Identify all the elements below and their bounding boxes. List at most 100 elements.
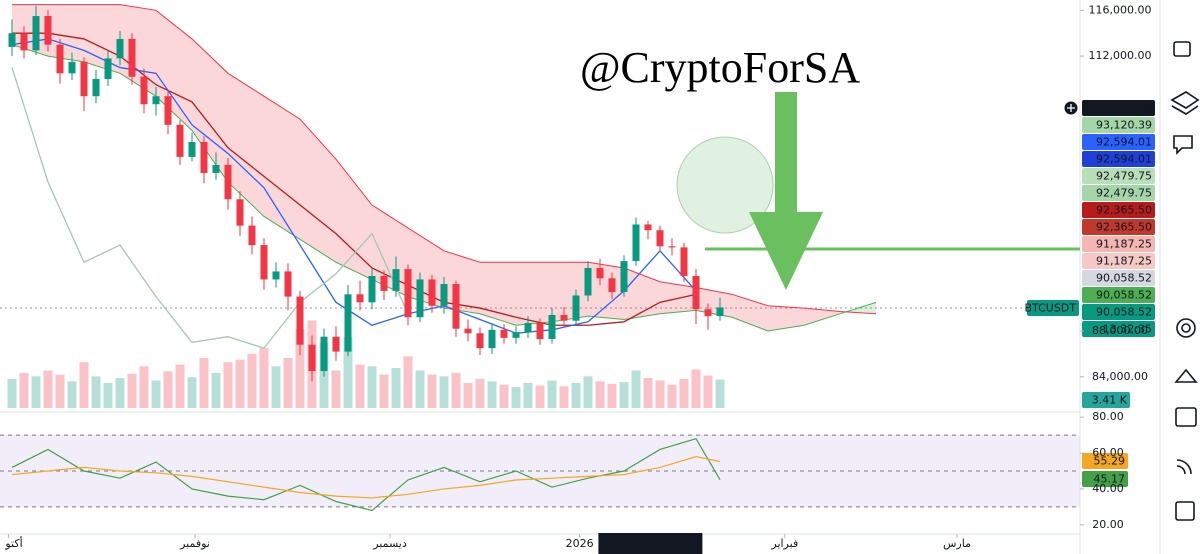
candle-body	[356, 294, 364, 303]
price-tag-label: 91,187.25	[1096, 238, 1152, 251]
volume-bar	[535, 385, 545, 408]
candle-body	[80, 61, 88, 97]
volume-bar	[103, 383, 113, 408]
volume-bar	[547, 380, 557, 408]
candle-body	[416, 279, 424, 318]
toolbar-icons	[1170, 41, 1200, 521]
price-tag-label: 90,058.52	[1096, 306, 1152, 319]
candle-body	[308, 344, 316, 372]
price-tag-label: 107,352.48	[1089, 102, 1152, 115]
volume-bar	[139, 366, 149, 408]
price-tag-label: 93,120.39	[1096, 119, 1152, 132]
icon	[1176, 459, 1192, 475]
price-tag-label: 45.17	[1094, 473, 1126, 486]
volume-bar	[211, 373, 221, 408]
y-tick-label: 40.00	[1092, 482, 1124, 495]
icon	[1176, 318, 1196, 338]
candle-body	[524, 322, 532, 333]
x-tick-label: فبراير	[770, 537, 798, 550]
rsi-pane	[0, 434, 1080, 512]
price-tag-label: 92,594.01	[1096, 153, 1152, 166]
price-tag	[1082, 134, 1155, 150]
candle-body	[284, 271, 292, 297]
volume-bar	[259, 348, 269, 408]
cloud-segment	[264, 96, 300, 240]
price-tag	[1082, 471, 1128, 487]
volume-bar	[667, 384, 677, 408]
indicator-line	[11, 67, 409, 349]
candle-body	[8, 33, 16, 47]
volume-bar	[679, 378, 689, 408]
volume-bar	[91, 376, 101, 408]
volume-bar	[427, 374, 437, 408]
candle-body	[20, 33, 28, 51]
span-b-line	[12, 4, 877, 315]
arrow	[749, 92, 823, 290]
volume-bar	[691, 369, 701, 408]
candle-body	[536, 322, 544, 339]
candle-body	[272, 271, 280, 280]
volume-bar	[703, 375, 713, 408]
volume-bar	[571, 383, 581, 408]
candle-body	[488, 329, 496, 349]
price-tags: 107,352.48 93,120.39 92,594.01 92,594.01 92,…	[1024, 100, 1155, 487]
volume-bar	[235, 359, 245, 408]
x-tick-label: نوفمبر	[179, 537, 210, 550]
price-tag	[1082, 453, 1128, 469]
volume-bar	[343, 337, 353, 408]
volume-bar	[355, 364, 365, 408]
volume-bar	[655, 380, 665, 408]
volume-bar	[295, 328, 305, 408]
candle-body	[548, 314, 556, 339]
candle-body	[428, 279, 436, 306]
cloud-segment	[516, 262, 552, 326]
icon	[1173, 135, 1193, 155]
volume-bar	[199, 358, 209, 408]
volume-bar	[115, 378, 125, 408]
candle-body	[212, 164, 220, 173]
icon	[1170, 91, 1200, 115]
price-tag-label: 3.41 K	[1092, 394, 1128, 407]
indicator-line	[12, 32, 697, 326]
icon	[1173, 41, 1191, 57]
cloud-segment	[732, 294, 768, 331]
icon	[1174, 368, 1198, 383]
price-tag	[1082, 253, 1155, 269]
rsi-line	[11, 456, 721, 499]
x-tick-label: 2026	[566, 537, 594, 550]
price-tag	[1082, 168, 1155, 184]
volume-bar	[475, 378, 485, 408]
candle-body	[572, 295, 580, 321]
volume-bar	[271, 366, 281, 408]
cloud-segment	[48, 4, 84, 62]
price-tag-label: 13:32:35	[1103, 323, 1152, 336]
candle-body	[248, 225, 256, 246]
price-tag	[1082, 151, 1155, 167]
candle-body	[680, 247, 688, 277]
cloud-segment	[84, 4, 120, 74]
volume-bar	[223, 362, 233, 408]
candle-body	[152, 96, 160, 105]
price-tag	[1082, 270, 1155, 286]
candle-body	[452, 284, 460, 329]
price-tag-label: 92,365.50	[1096, 221, 1152, 234]
candle-body	[92, 79, 100, 97]
candle-body	[116, 38, 124, 59]
candle-body	[44, 16, 52, 45]
volume-bar	[367, 366, 377, 408]
candle-body	[584, 267, 592, 296]
price-tag	[1082, 117, 1155, 133]
y-tick-label: 84,000.00	[1092, 370, 1148, 383]
icon	[1181, 323, 1191, 333]
y-tick-label: 112,000.00	[1089, 49, 1152, 62]
price-tag-label: 55.29	[1094, 455, 1126, 468]
candle-body	[632, 224, 640, 262]
candle-body	[176, 124, 184, 157]
candle-body	[140, 76, 148, 105]
price-tag	[1082, 100, 1155, 116]
candle-body	[164, 96, 172, 125]
volume-bar	[283, 358, 293, 408]
icon	[1175, 501, 1195, 521]
